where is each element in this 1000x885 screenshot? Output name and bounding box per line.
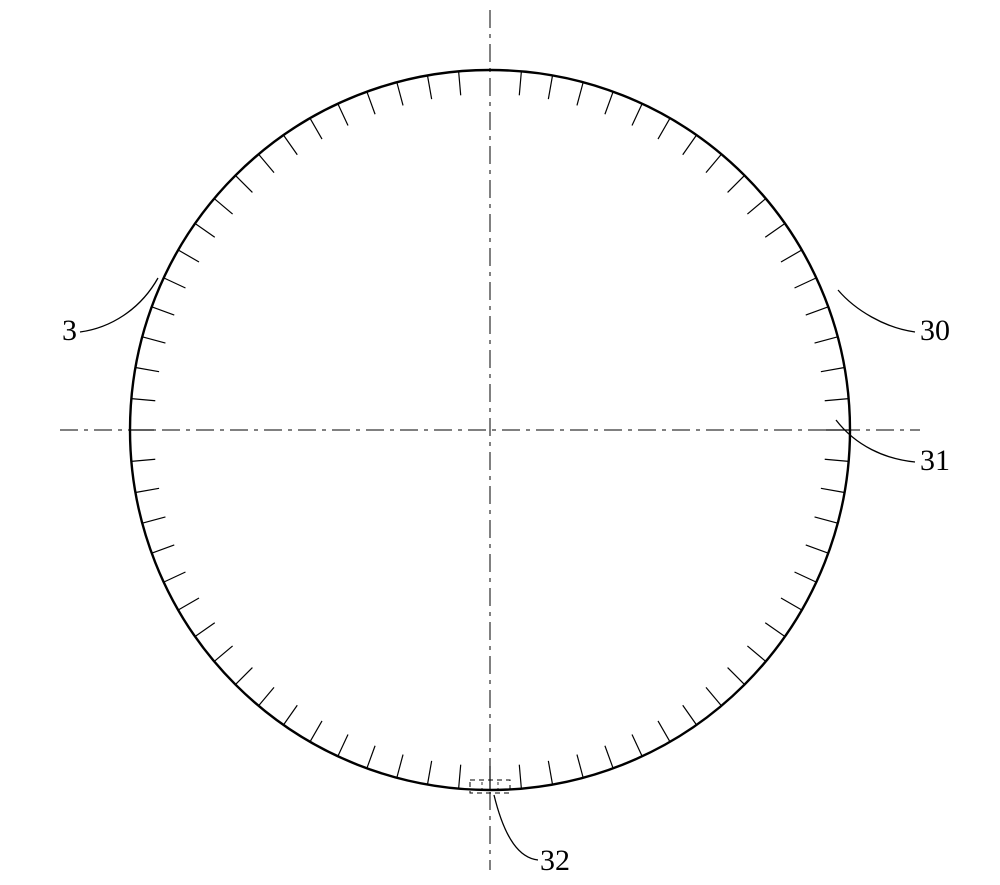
tick-mark [338, 735, 348, 757]
tick-mark [310, 118, 322, 139]
tick-mark [397, 755, 403, 778]
tick-mark [747, 646, 765, 661]
tick-mark [706, 687, 721, 705]
tick-mark [806, 545, 829, 553]
tick-mark [683, 705, 697, 725]
tick-mark [683, 135, 697, 155]
tick-mark [142, 517, 165, 523]
tick-mark [825, 459, 849, 461]
tick-mark [259, 154, 274, 172]
tick-mark [459, 71, 461, 95]
tick-mark [795, 572, 817, 582]
tick-mark [235, 668, 252, 685]
tick-mark [821, 367, 845, 371]
tick-mark [178, 250, 199, 262]
tick-mark [795, 278, 817, 288]
tick-mark [195, 224, 215, 238]
leader-line-32 [494, 795, 538, 860]
tick-mark [152, 545, 175, 553]
tick-mark [214, 199, 232, 214]
tick-mark [815, 337, 838, 343]
tick-mark [178, 598, 199, 610]
tick-mark [605, 746, 613, 769]
tick-mark [765, 623, 785, 637]
tick-mark [815, 517, 838, 523]
tick-mark [825, 399, 849, 401]
tick-mark [728, 668, 745, 685]
tick-mark [519, 765, 521, 789]
tick-mark [548, 761, 552, 785]
tick-mark [632, 104, 642, 126]
label-3: 3 [62, 314, 77, 347]
tick-mark [135, 488, 159, 492]
tick-mark [658, 118, 670, 139]
tick-mark [284, 705, 298, 725]
tick-mark [427, 761, 431, 785]
tick-mark [131, 399, 155, 401]
tick-mark [367, 746, 375, 769]
tick-mark [310, 721, 322, 742]
tick-mark [367, 92, 375, 115]
tick-mark [658, 721, 670, 742]
leader-line-30 [838, 290, 915, 332]
tick-mark [781, 250, 802, 262]
tick-mark [214, 646, 232, 661]
tick-mark [548, 75, 552, 99]
tick-mark [195, 623, 215, 637]
label-30: 30 [920, 314, 950, 347]
diagram-canvas: 3 30 31 32 [0, 0, 1000, 885]
tick-mark [131, 459, 155, 461]
tick-mark [164, 278, 186, 288]
tick-mark [632, 735, 642, 757]
label-32: 32 [540, 844, 570, 877]
tick-mark [747, 199, 765, 214]
tick-mark [781, 598, 802, 610]
tick-mark [397, 82, 403, 105]
tick-mark [427, 75, 431, 99]
tick-mark [605, 92, 613, 115]
tick-mark [806, 307, 829, 315]
leader-line-31 [836, 420, 915, 462]
tick-mark [706, 154, 721, 172]
tick-mark [519, 71, 521, 95]
tick-mark [338, 104, 348, 126]
tick-mark [235, 175, 252, 192]
tick-mark [259, 687, 274, 705]
tick-mark [459, 765, 461, 789]
label-31: 31 [920, 444, 950, 477]
tick-mark [765, 224, 785, 238]
tick-mark [284, 135, 298, 155]
tick-mark [152, 307, 175, 315]
tick-mark [821, 488, 845, 492]
tick-mark [577, 755, 583, 778]
tick-mark [577, 82, 583, 105]
tick-mark [135, 367, 159, 371]
tick-mark [142, 337, 165, 343]
tick-mark [164, 572, 186, 582]
tick-mark [728, 175, 745, 192]
